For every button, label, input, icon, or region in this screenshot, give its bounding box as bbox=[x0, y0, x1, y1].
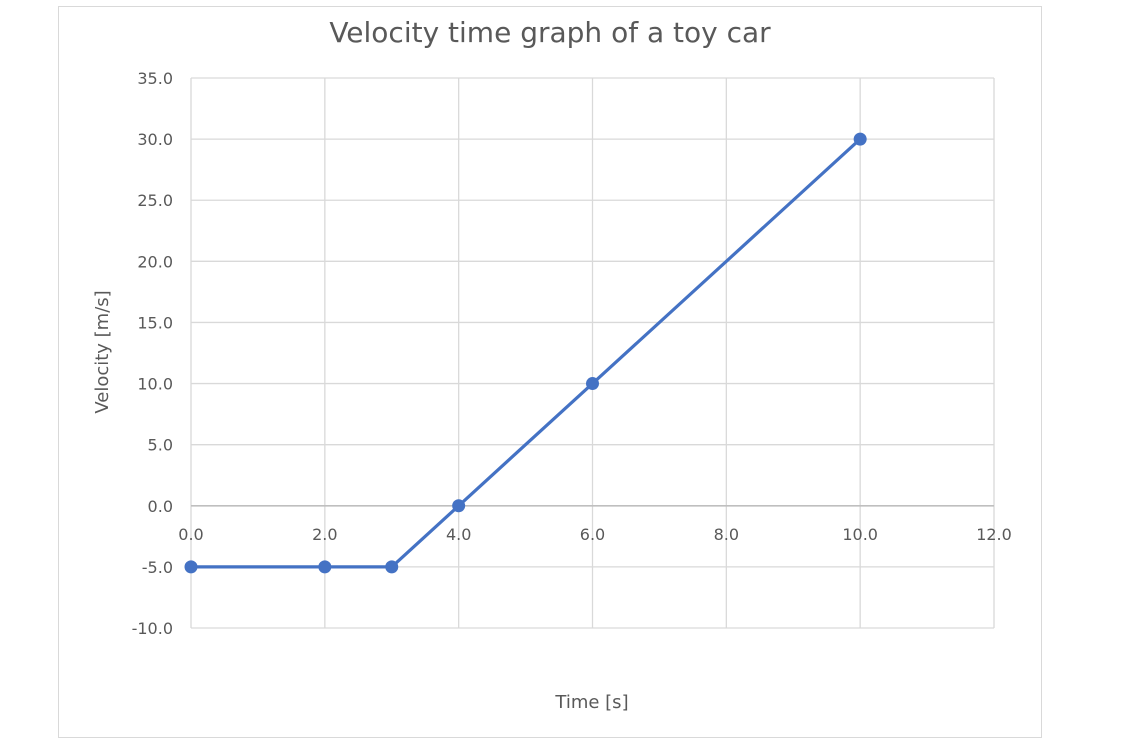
x-tick-label: 10.0 bbox=[842, 525, 878, 544]
x-tick-label: 6.0 bbox=[580, 525, 605, 544]
y-tick-label: 25.0 bbox=[137, 191, 173, 210]
series-velocity bbox=[184, 132, 867, 574]
data-point bbox=[184, 560, 198, 574]
y-tick-label: 30.0 bbox=[137, 130, 173, 149]
y-tick-label: -10.0 bbox=[132, 619, 173, 638]
y-tick-label: 15.0 bbox=[137, 313, 173, 332]
x-tick-label: 12.0 bbox=[976, 525, 1012, 544]
y-tick-label: 10.0 bbox=[137, 375, 173, 394]
chart-area bbox=[58, 6, 1042, 738]
x-tick-label: 4.0 bbox=[446, 525, 471, 544]
y-tick-label: -5.0 bbox=[142, 558, 173, 577]
y-tick-labels: 35.0 30.0 25.0 20.0 15.0 10.0 5.0 0.0 -5.0 -10.0 bbox=[132, 69, 173, 638]
y-tick-label: 35.0 bbox=[137, 69, 173, 88]
gridlines bbox=[190, 77, 995, 629]
data-point bbox=[586, 377, 599, 391]
x-axis-title: Time [s] bbox=[554, 692, 628, 713]
y-tick-label: 20.0 bbox=[137, 252, 173, 271]
x-tick-label: 2.0 bbox=[312, 525, 337, 544]
data-point bbox=[853, 132, 867, 146]
x-tick-labels: 0.0 2.0 4.0 6.0 8.0 10.0 12.0 bbox=[178, 525, 1012, 544]
x-tick-label: 0.0 bbox=[178, 525, 203, 544]
y-axis-title: Velocity [m/s] bbox=[92, 290, 113, 413]
data-point bbox=[318, 560, 332, 574]
chart-title: Velocity time graph of a toy car bbox=[329, 16, 771, 49]
y-tick-label: 0.0 bbox=[148, 497, 173, 516]
data-point bbox=[452, 499, 466, 513]
y-tick-label: 5.0 bbox=[148, 436, 173, 455]
data-point bbox=[385, 560, 399, 574]
series-line bbox=[191, 137, 862, 569]
x-tick-label: 8.0 bbox=[714, 525, 739, 544]
